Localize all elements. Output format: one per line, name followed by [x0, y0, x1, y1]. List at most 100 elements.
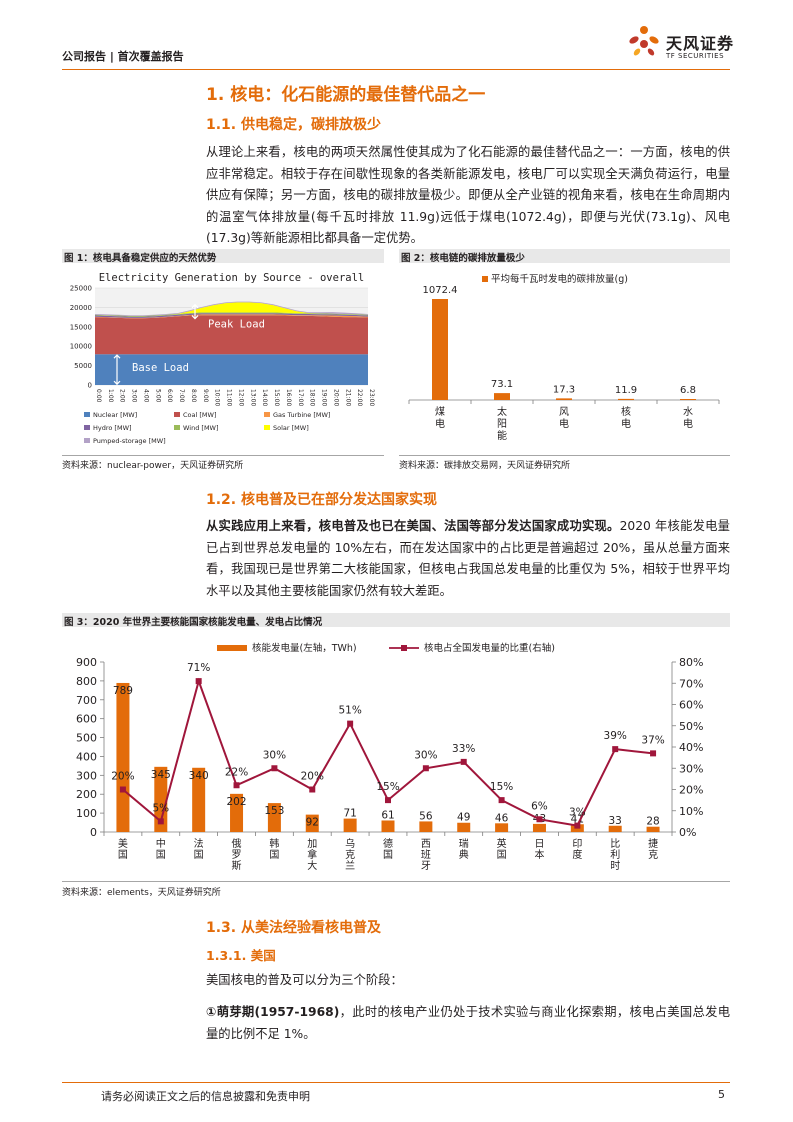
fig3-category-label: 比 [610, 838, 620, 850]
fig3-bar-data-label: 56 [419, 810, 433, 822]
fig1-peak-load-label: Peak Load [208, 319, 265, 331]
fig1-area-series [95, 302, 368, 316]
disclaimer-text: 请务必阅读正文之后的信息披露和免责申明 [101, 1090, 310, 1103]
fig3-category-label: 国 [118, 849, 128, 861]
fig3-category-label: 乌 [345, 837, 355, 850]
fig3-legend-bar-label: 核能发电量(左轴，TWh) [252, 642, 357, 654]
fig3-line-data-label: 30% [263, 749, 286, 761]
fig1-legend-swatch [264, 412, 270, 417]
fig3-line-data-label: 20% [111, 771, 134, 783]
fig3-category-label: 中 [156, 837, 166, 850]
fig1-y-tick-label: 10000 [70, 343, 92, 351]
fig2-category-label: 电 [435, 417, 445, 430]
fig3-bar [381, 820, 395, 832]
fig3-bar [305, 814, 319, 832]
fig3-left-tick-label: 800 [76, 675, 97, 688]
section-1-title: 1. 核电：化石能源的最佳替代品之一 [206, 85, 486, 105]
fig1-area-series [95, 312, 368, 317]
fig3-bar-data-label: 340 [189, 770, 209, 782]
fig3-line-data-label: 3% [569, 807, 586, 819]
fig3-title-bar [62, 613, 730, 627]
footer-divider [62, 1082, 730, 1083]
fig1-title: 图 1：核电具备稳定供应的天然优势 [64, 253, 217, 264]
fig1-area-series [95, 354, 368, 385]
fig3-line-data-label: 5% [152, 802, 169, 814]
fig2-category-label: 水 [683, 406, 693, 418]
fig2-category-label: 太 [497, 405, 507, 418]
fig3-right-tick-label: 60% [679, 699, 703, 712]
fig3-line-data-label: 30% [414, 749, 437, 761]
fig3-line-marker [460, 758, 467, 765]
fig2-data-label: 17.3 [553, 384, 575, 395]
fig1-legend-swatch [174, 412, 180, 417]
fig3-left-tick-label: 900 [76, 656, 97, 669]
fig2-title: 图 2：核电链的碳排放量极少 [401, 253, 525, 264]
fig3-bar-data-label: 28 [646, 816, 659, 828]
fig1-y-tick-label: 25000 [70, 285, 92, 293]
fig1-x-tick-label: 23:00 [368, 389, 375, 406]
fig3-bar-data-label: 92 [306, 817, 319, 829]
fig3-right-tick-label: 30% [679, 762, 703, 775]
fig3-line-marker [119, 786, 126, 793]
fig3-right-tick-label: 80% [679, 656, 703, 669]
fig2-chart: 平均每千瓦时发电的碳排放量(g) 1072.4 煤电 73.1 太阳能 17.3 风电 11.… [399, 266, 730, 454]
fig3-left-tick-label: 300 [76, 769, 97, 782]
section-1-3-1-stage1: ①萌芽期(1957-1968)，此时的核电产业仍处于技术实验与商业化探索期，核电… [206, 1002, 730, 1045]
fig3-left-tick-label: 400 [76, 750, 97, 763]
fig3-bar [267, 803, 281, 832]
fig3-category-label: 加 [307, 838, 317, 850]
fig3-bar-data-label: 46 [495, 812, 509, 824]
section-1-2-title: 1.2. 核电普及已在部分发达国家实现 [206, 492, 437, 508]
fig1-area-series [95, 315, 368, 355]
fig3-line-data-label: 15% [490, 781, 513, 793]
report-type-label: 公司报告 | 首次覆盖报告 [62, 50, 184, 63]
fig3-line-data-label: 37% [641, 734, 664, 746]
fig3-left-tick-label: 700 [76, 694, 97, 707]
fig3-right-tick-label: 40% [679, 741, 703, 754]
fig3-line-data-label: 15% [376, 781, 399, 793]
fig3-category-label: 克 [648, 849, 658, 861]
fig3-category-label: 大 [307, 859, 317, 872]
fig3-category-label: 法 [194, 837, 204, 850]
fig3-title: 图 3：2020 年世界主要核能国家核能发电量、发电占比情况 [64, 617, 323, 628]
fig1-peak-load-arrowhead-bottom [191, 315, 199, 320]
stage1-label: ①萌芽期(1957-1968) [206, 1005, 340, 1019]
fig2-legend-label: 平均每千瓦时发电的碳排放量(g) [491, 273, 628, 285]
fig3-category-label: 瑞 [459, 838, 469, 850]
fig3-category-label: 班 [421, 849, 431, 861]
page-number: 5 [718, 1088, 725, 1101]
fig1-area-series [95, 313, 368, 318]
fig3-bar-data-label: 789 [113, 685, 133, 697]
fig3-source: 资料来源：elements，天风证券研究所 [62, 888, 221, 898]
fig1-peak-load-arrowhead-top [191, 303, 199, 309]
fig3-left-tick-label: 0 [90, 826, 97, 839]
fig3-line-marker [422, 765, 429, 772]
fig1-title-bar [62, 249, 384, 263]
fig1-chart: Electricity Generation by Source - overa… [62, 266, 384, 454]
fig1-source: 资料来源：nuclear-power，天风证券研究所 [62, 461, 244, 471]
fig3-category-label: 罗 [232, 849, 242, 861]
fig1-legend-swatch [174, 425, 180, 430]
fig3-line-marker [347, 720, 354, 727]
fig1-x-tick-label: 14:00 [261, 389, 268, 406]
section-1-2-paragraph: 从实践应用上来看，核电普及也已在美国、法国等部分发达国家成功实现。2020 年核… [206, 516, 730, 602]
fig1-x-tick-label: 2:00 [119, 389, 126, 403]
fig3-bar [230, 793, 244, 832]
fig3-bar-data-label: 202 [227, 796, 247, 808]
fig3-category-label: 西 [421, 839, 431, 850]
fig1-x-tick-label: 7:00 [178, 389, 185, 403]
fig1-x-tick-label: 21:00 [344, 389, 351, 406]
fig3-category-label: 牙 [421, 860, 431, 872]
fig1-legend-swatch [84, 425, 90, 430]
fig1-legend-label: Hydro [MW] [93, 424, 132, 432]
section-1-3-1-intro: 美国核电的普及可以分为三个阶段： [206, 973, 403, 987]
fig3-chart: 核能发电量(左轴，TWh) 核电占全国发电量的比重(右轴) 0 100 200 300 40… [62, 632, 730, 880]
fig1-y-tick-label: 15000 [70, 323, 92, 331]
fig3-right-tick-label: 0% [679, 826, 696, 839]
fig3-line-data-label: 71% [187, 662, 210, 674]
stage1-body: ，此时的核电产业仍处于技术实验与商业化探索期，核电占美国总发电量的比例不足 1%… [206, 1005, 730, 1041]
fig3-category-label: 韩 [269, 837, 279, 850]
fig2-category-label: 核 [621, 405, 631, 418]
fig2-category-label: 电 [559, 417, 569, 430]
fig1-x-tick-label: 18:00 [309, 389, 316, 406]
